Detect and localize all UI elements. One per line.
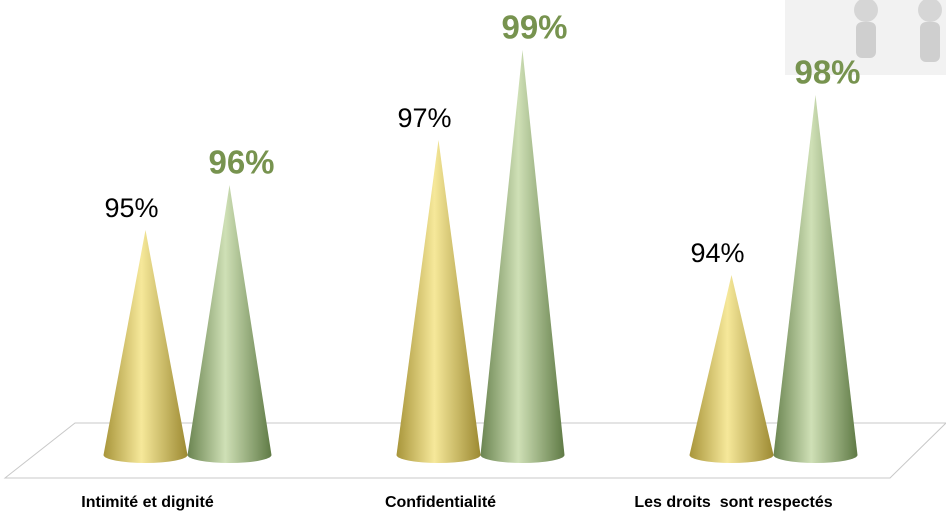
floor [3, 422, 946, 479]
data-label: 95% [104, 193, 158, 223]
cone [103, 230, 188, 463]
data-label: 96% [208, 144, 274, 181]
data-label: 98% [794, 54, 860, 91]
data-label: 94% [690, 238, 744, 268]
data-label: 99% [501, 9, 567, 46]
cone [689, 275, 774, 463]
cone [773, 95, 858, 463]
cone [396, 140, 481, 463]
x-tick-label: Intimité et dignité [81, 494, 214, 511]
data-label: 97% [397, 103, 451, 133]
cone [187, 185, 272, 463]
x-tick-label: Les droits sont respectés [634, 494, 832, 511]
x-tick-label: Confidentialité [385, 494, 496, 511]
illustration [785, 0, 946, 75]
cone [480, 50, 565, 463]
